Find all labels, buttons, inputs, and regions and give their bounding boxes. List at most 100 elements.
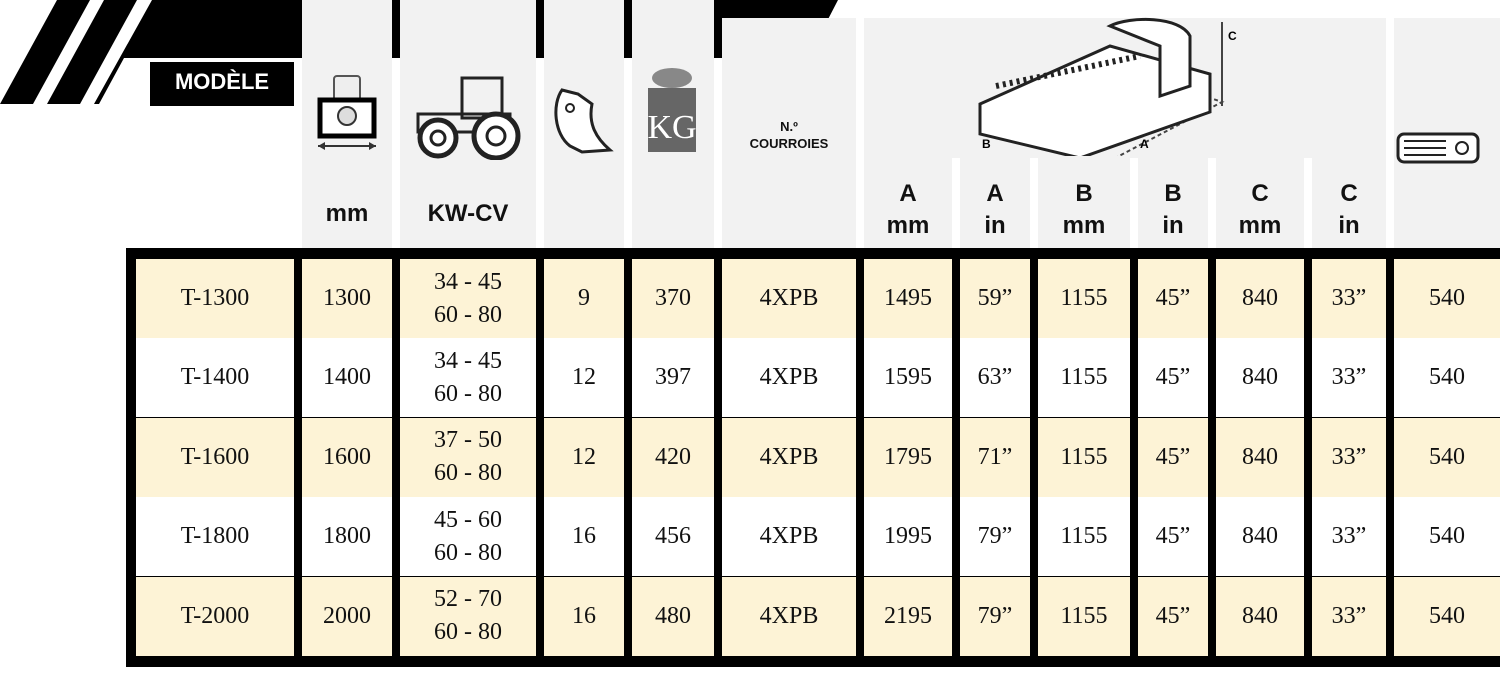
cell-b-in: 45”: [1138, 576, 1208, 656]
width-column-header-label: mm: [325, 200, 369, 227]
cell-a-in: 59”: [960, 259, 1030, 338]
cell-b-in: 45”: [1138, 259, 1208, 338]
pto-shaft-icon: [1396, 132, 1480, 164]
cell-model: T-1800: [136, 497, 294, 577]
cell-blades: 12: [544, 417, 624, 497]
diagram-label-a: A: [1140, 137, 1149, 151]
cell-power: 37 - 50 60 - 80: [400, 417, 536, 497]
cell-model: T-1600: [136, 417, 294, 497]
cell-belts: 4XPB: [722, 259, 856, 338]
cell-power: 45 - 60 60 - 80: [400, 497, 536, 577]
cell-blades: 16: [544, 576, 624, 656]
cell-b-in: 45”: [1138, 417, 1208, 497]
cell-power: 34 - 45 60 - 80: [400, 338, 536, 418]
cell-c-mm: 840: [1216, 259, 1304, 338]
cell-model: T-2000: [136, 576, 294, 656]
cell-c-in: 33”: [1312, 497, 1386, 577]
cell-b-mm: 1155: [1038, 417, 1130, 497]
weight-icon: KG: [647, 68, 697, 152]
belts-header-line: N.º: [780, 119, 798, 134]
diagram-label-b: B: [982, 137, 991, 151]
cell-a-mm: 2195: [864, 576, 952, 656]
power-line: 60 - 80: [434, 380, 502, 407]
cell-pto: 540: [1394, 576, 1500, 656]
cell-c-mm: 840: [1216, 338, 1304, 418]
cell-c-in: 33”: [1312, 576, 1386, 656]
dim-a-in-header-line: A: [986, 180, 1004, 207]
cell-b-mm: 1155: [1038, 259, 1130, 338]
cell-a-mm: 1595: [864, 338, 952, 418]
cell-width: 1400: [302, 338, 392, 418]
power-line: 60 - 80: [434, 619, 502, 646]
working-width-icon: [317, 75, 377, 150]
cell-c-in: 33”: [1312, 417, 1386, 497]
cell-a-mm: 1795: [864, 417, 952, 497]
table-row: T-1600 1600 37 - 50 60 - 80 12 420 4XPB 1795 71”…: [136, 417, 1500, 497]
belts-column-header: [722, 18, 856, 248]
weight-icon-text: KG: [647, 109, 696, 146]
cell-a-in: 63”: [960, 338, 1030, 418]
cell-blades: 9: [544, 259, 624, 338]
power-line: 34 - 45: [434, 268, 502, 295]
power-line: 34 - 45: [434, 347, 502, 374]
cell-a-in: 79”: [960, 576, 1030, 656]
cell-a-in: 71”: [960, 417, 1030, 497]
power-line: 60 - 80: [434, 460, 502, 487]
cell-blades: 16: [544, 497, 624, 577]
table-row: T-1400 1400 34 - 45 60 - 80 12 397 4XPB 1595 63”…: [136, 338, 1500, 418]
cell-pto: 540: [1394, 417, 1500, 497]
dim-a-in-header-line: in: [984, 212, 1006, 239]
cell-weight: 480: [632, 576, 714, 656]
cell-width: 1600: [302, 417, 392, 497]
cell-weight: 397: [632, 338, 714, 418]
model-column-header: MODÈLE: [150, 62, 294, 106]
cell-pto: 540: [1394, 338, 1500, 418]
dim-b-mm-header-line: B: [1075, 180, 1093, 207]
dim-c-in-header-line: in: [1338, 212, 1360, 239]
cell-power: 52 - 70 60 - 80: [400, 576, 536, 656]
machine-diagram-icon: C B A: [978, 17, 1237, 156]
cell-c-in: 33”: [1312, 338, 1386, 418]
dim-b-in-header-line: B: [1164, 180, 1182, 207]
cell-weight: 420: [632, 417, 714, 497]
cell-b-mm: 1155: [1038, 497, 1130, 577]
power-line: 37 - 50: [434, 427, 502, 454]
cell-belts: 4XPB: [722, 576, 856, 656]
table-row: T-2000 2000 52 - 70 60 - 80 16 480 4XPB 2195 79”…: [136, 576, 1500, 656]
cell-belts: 4XPB: [722, 417, 856, 497]
cell-b-mm: 1155: [1038, 576, 1130, 656]
belts-header-text: N.º COURROIES: [722, 118, 856, 152]
cell-pto: 540: [1394, 259, 1500, 338]
cell-model: T-1400: [136, 338, 294, 418]
cell-a-in: 79”: [960, 497, 1030, 577]
dim-c-mm-header-line: mm: [1238, 212, 1282, 239]
dim-a-mm-header-line: A: [899, 180, 917, 207]
power-line: 45 - 60: [434, 506, 502, 533]
cell-model: T-1300: [136, 259, 294, 338]
table-row: T-1300 1300 34 - 45 60 - 80 9 370 4XPB 1495 59” 1…: [136, 259, 1500, 338]
cell-a-mm: 1995: [864, 497, 952, 577]
blade-icon: [554, 88, 614, 154]
dim-c-in-header-line: C: [1340, 180, 1358, 207]
cell-b-in: 45”: [1138, 338, 1208, 418]
power-line: 60 - 80: [434, 301, 502, 328]
cell-width: 2000: [302, 576, 392, 656]
cell-belts: 4XPB: [722, 338, 856, 418]
cell-c-mm: 840: [1216, 417, 1304, 497]
belts-header-line: COURROIES: [749, 136, 829, 151]
cell-power: 34 - 45 60 - 80: [400, 259, 536, 338]
cell-belts: 4XPB: [722, 497, 856, 577]
diagram-label-c: C: [1228, 29, 1237, 43]
cell-b-in: 45”: [1138, 497, 1208, 577]
power-line: 52 - 70: [434, 586, 502, 613]
cell-weight: 456: [632, 497, 714, 577]
power-line: 60 - 80: [434, 539, 502, 566]
